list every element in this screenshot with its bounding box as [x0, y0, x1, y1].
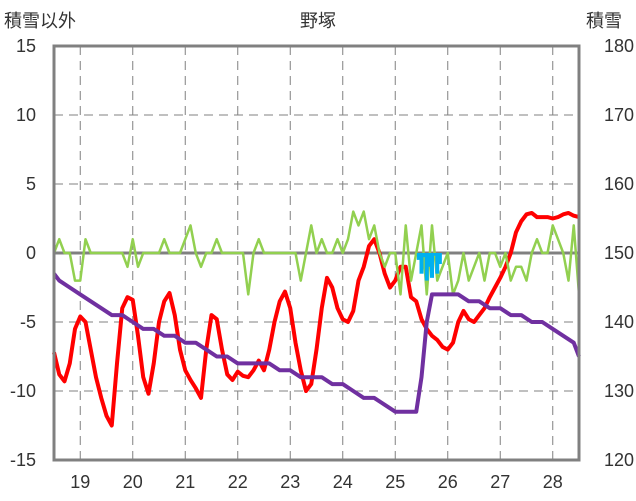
right-tick-label: 140 — [604, 312, 634, 332]
series-line — [52, 210, 581, 296]
right-tick-label: 130 — [604, 381, 634, 401]
right-axis-label: 積雪 — [586, 11, 622, 31]
right-tick-label: 170 — [604, 105, 634, 125]
left-axis-label: 積雪以外 — [4, 11, 76, 31]
precip-bar — [422, 253, 427, 258]
precip-bar — [424, 253, 429, 281]
series-group-item — [416, 253, 442, 281]
precip-bar — [432, 253, 437, 256]
precip-bar — [416, 253, 421, 260]
series-group-item — [52, 210, 580, 428]
left-y-ticks: 15 10 5 0 -5 -10 -15 — [10, 36, 36, 470]
series-line — [52, 210, 580, 428]
x-tick-label: 26 — [438, 472, 458, 492]
left-tick-label: 10 — [16, 105, 36, 125]
precip-bar — [419, 253, 424, 274]
series-group-item — [52, 210, 581, 296]
right-tick-label: 150 — [604, 243, 634, 263]
series-group-item — [52, 272, 581, 414]
x-tick-label: 28 — [543, 472, 563, 492]
x-ticks: 19 20 21 22 23 24 25 26 27 28 — [70, 472, 563, 492]
chart-title: 野塚 — [300, 11, 336, 31]
x-tick-label: 22 — [228, 472, 248, 492]
plot-frame — [52, 44, 581, 462]
x-tick-label: 25 — [385, 472, 405, 492]
left-tick-label: 15 — [16, 36, 36, 56]
x-tick-label: 21 — [175, 472, 195, 492]
right-tick-label: 180 — [604, 36, 634, 56]
left-tick-label: 5 — [26, 174, 36, 194]
series-line — [52, 272, 581, 414]
x-tick-label: 23 — [280, 472, 300, 492]
left-tick-label: -5 — [20, 312, 36, 332]
x-tick-label: 20 — [123, 472, 143, 492]
x-tick-label: 27 — [490, 472, 510, 492]
left-tick-label: 0 — [26, 243, 36, 263]
series-group — [52, 210, 581, 428]
right-y-ticks: 180 170 160 150 140 130 120 — [604, 36, 634, 470]
left-tick-label: -10 — [10, 381, 36, 401]
precip-bar — [435, 253, 440, 274]
left-tick-label: -15 — [10, 450, 36, 470]
precip-bar — [430, 253, 434, 278]
x-tick-label: 24 — [333, 472, 353, 492]
precip-bar — [437, 253, 442, 265]
right-tick-label: 120 — [604, 450, 634, 470]
right-tick-label: 160 — [604, 174, 634, 194]
precip-bar — [427, 253, 432, 267]
x-tick-label: 19 — [70, 472, 90, 492]
